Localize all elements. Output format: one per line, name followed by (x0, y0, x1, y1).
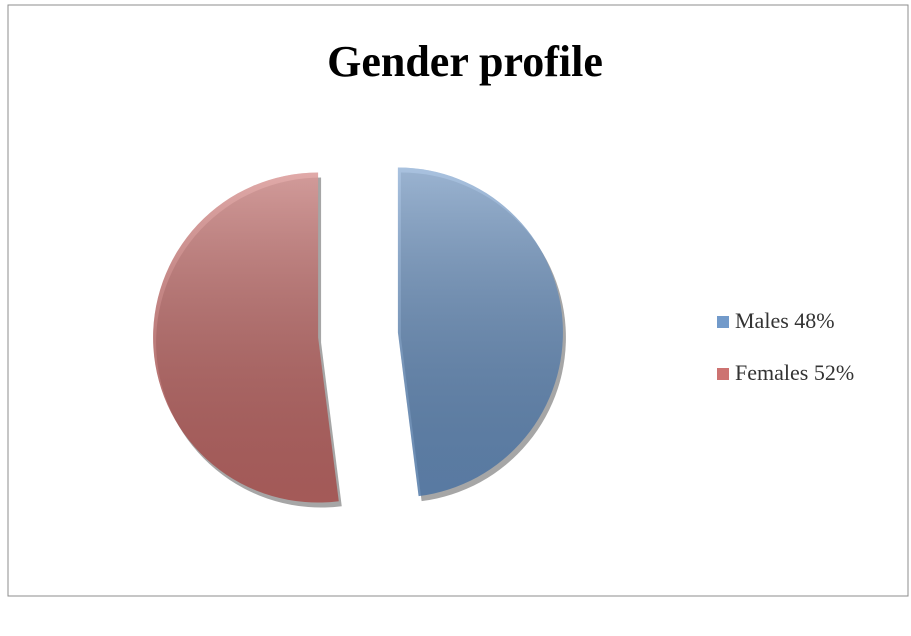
legend-label: Males 48% (735, 308, 835, 333)
legend-swatch (717, 316, 729, 328)
legend-swatch (717, 368, 729, 380)
page: Gender profile Males 48%Females 52% (() … (0, 0, 911, 636)
chart: Gender profile Males 48% Females 52% (0, 0, 911, 636)
chart-title: Gender profile (327, 37, 603, 86)
legend-label: Females 52% (735, 360, 854, 385)
